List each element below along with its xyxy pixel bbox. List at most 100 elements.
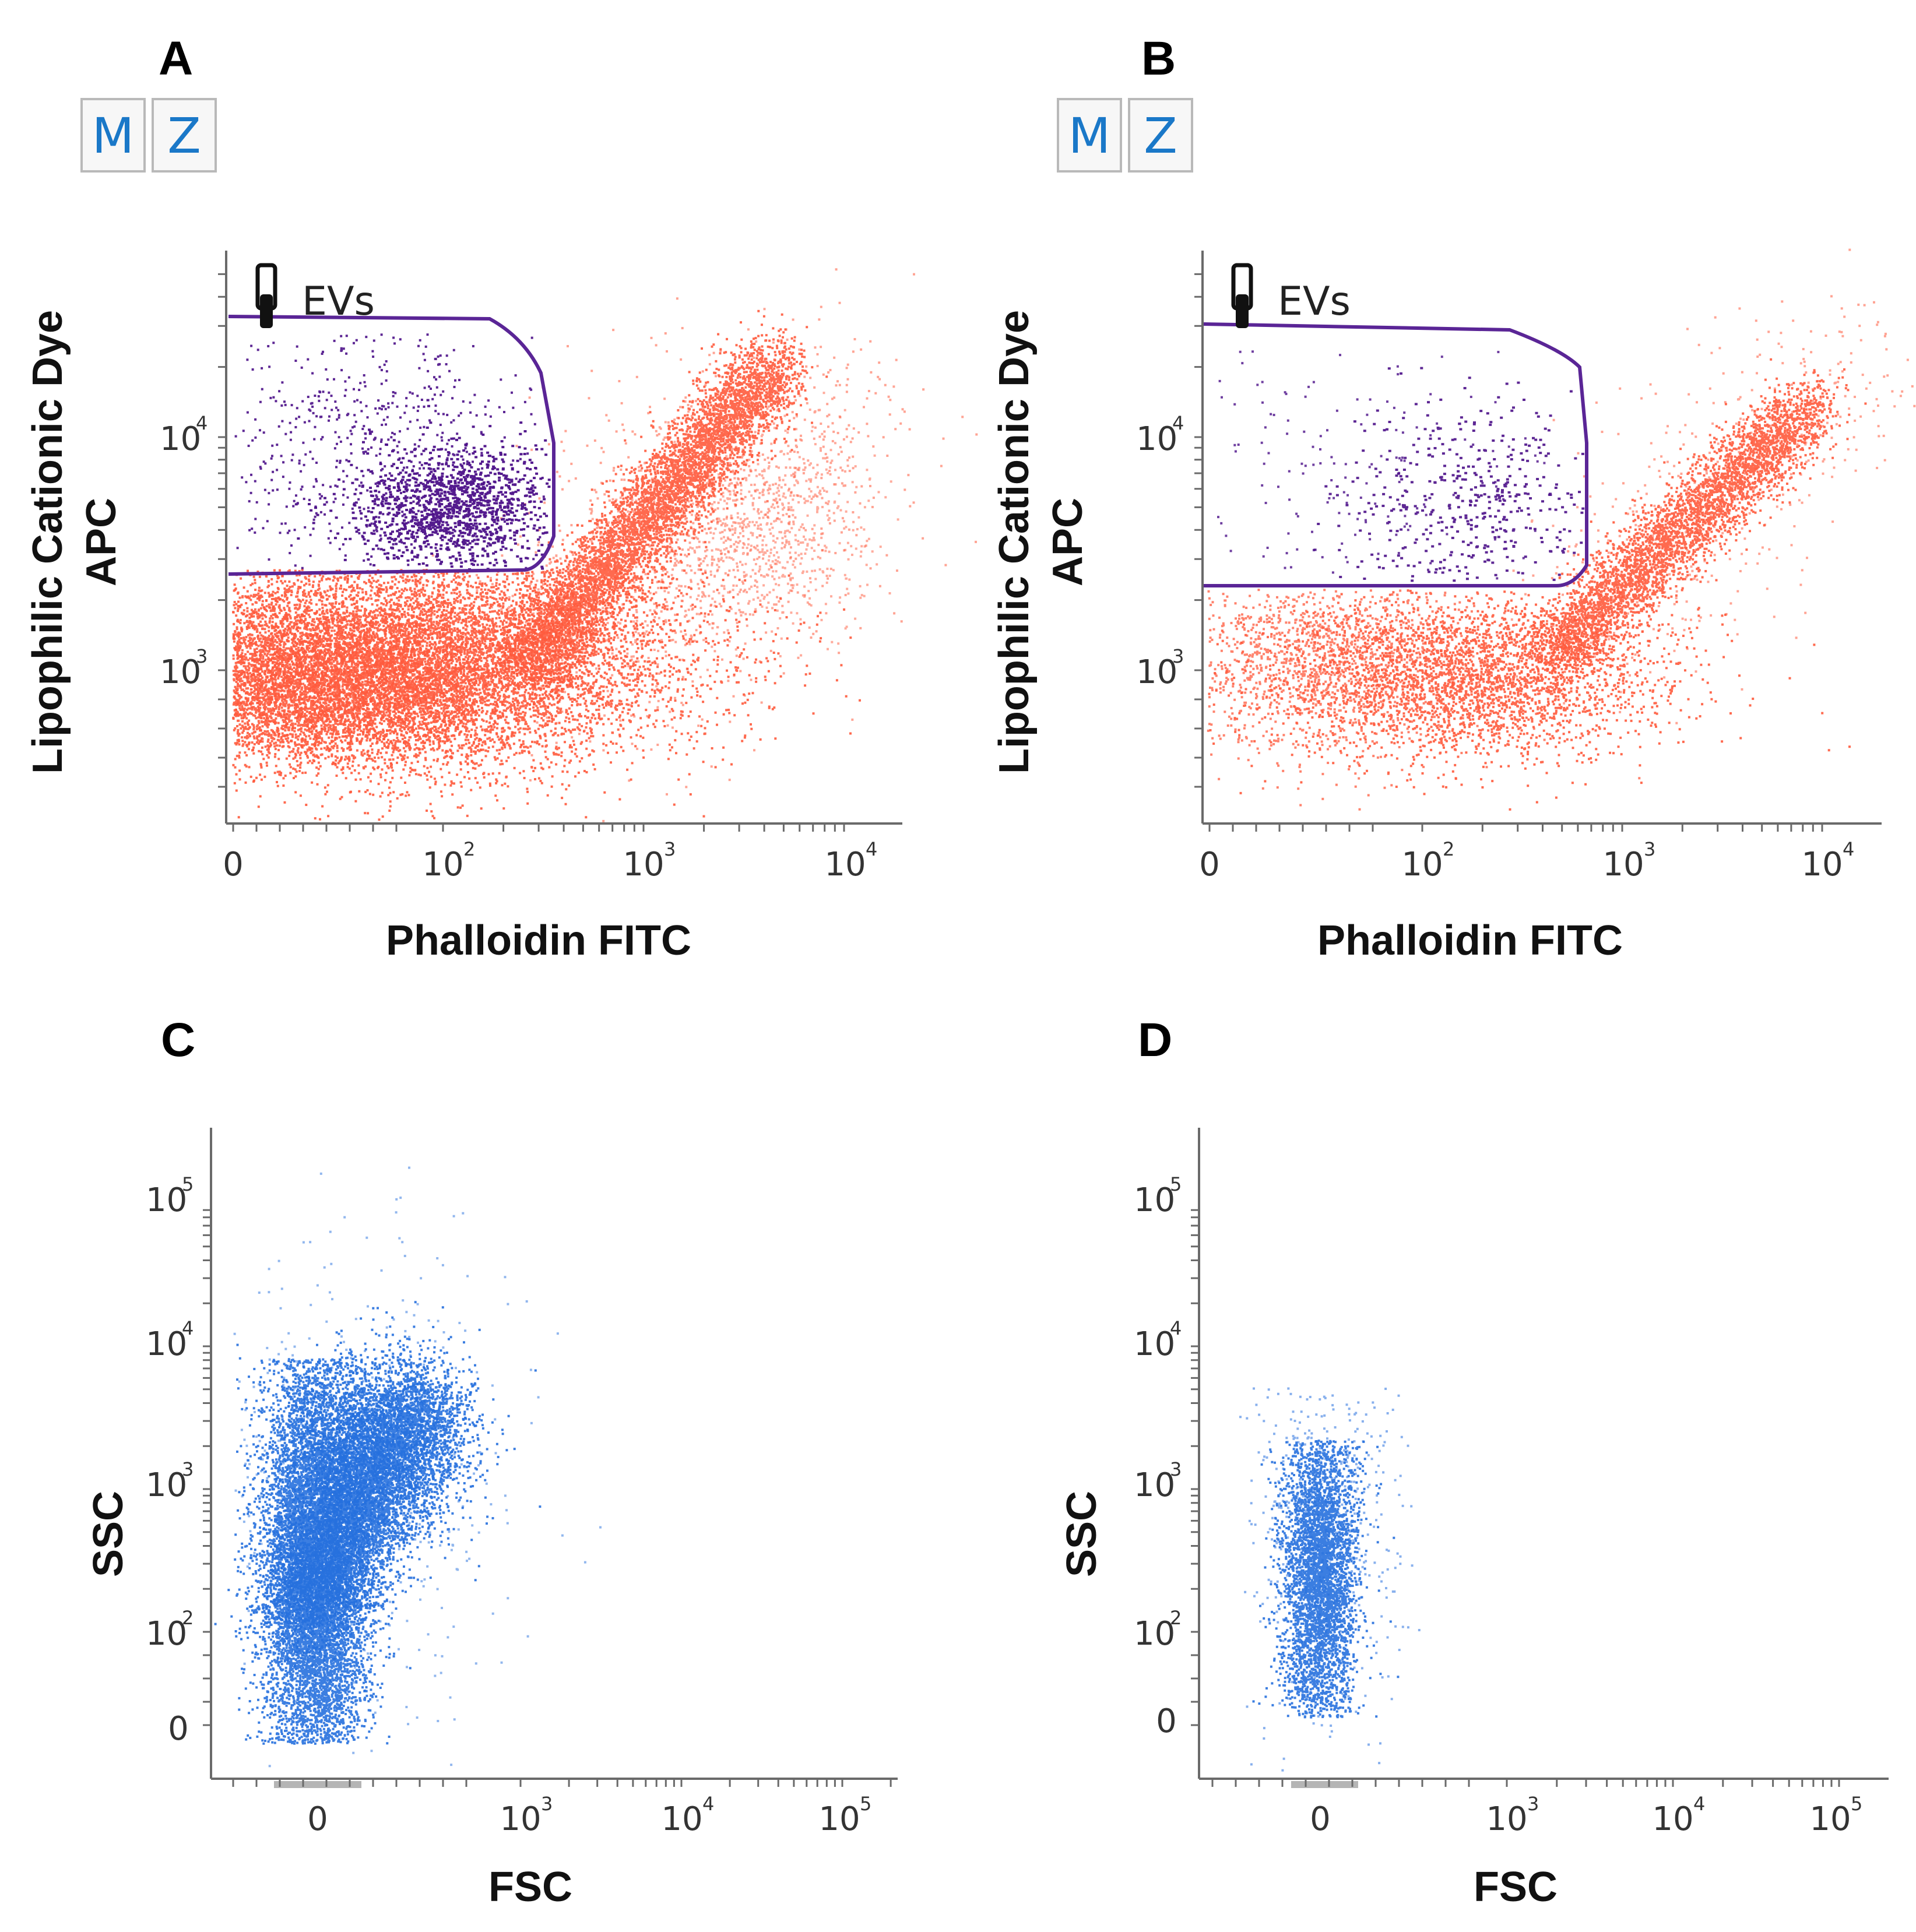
svg-text:3: 3 [541, 1793, 553, 1815]
x-axis-label-a: Phalloidin FITC [386, 917, 691, 964]
svg-text:4: 4 [702, 1793, 714, 1815]
scatter-points-d [1239, 1387, 1421, 1772]
svg-text:10: 10 [623, 846, 664, 884]
svg-text:2: 2 [1443, 838, 1454, 860]
x-minor-ticks [232, 1779, 892, 1787]
y-axis-b: 10 3 10 4 [1136, 251, 1204, 824]
y-axis-label-line2-b: APC [1045, 498, 1091, 586]
svg-text:10: 10 [1486, 1800, 1527, 1838]
y-tick-label: 10 3 [146, 1458, 194, 1504]
svg-text:10: 10 [661, 1800, 702, 1838]
svg-text:5: 5 [1851, 1793, 1862, 1815]
svg-text:4: 4 [1693, 1793, 1705, 1815]
svg-text:2: 2 [463, 838, 475, 860]
svg-text:10: 10 [146, 1615, 187, 1653]
scatter-points [1208, 589, 1851, 811]
panel-a: A M Z EVs 10 3 10 4 [24, 32, 978, 964]
svg-text:2: 2 [1170, 1607, 1182, 1629]
scatter-points [232, 575, 679, 821]
zoom-button-label: Z [167, 107, 201, 164]
x-tick-label: 0 [1199, 846, 1220, 884]
x-tick-label: 10 3 [623, 838, 676, 884]
zoom-button-b[interactable]: Z [1128, 98, 1193, 173]
scatter-points [1207, 589, 1641, 811]
y-tick-label: 0 [1156, 1702, 1177, 1740]
zoom-button-a[interactable]: Z [152, 98, 217, 173]
gate-outline-b[interactable] [1203, 322, 1588, 587]
scatter-points [1510, 358, 1867, 698]
y-axis-d: 0 10 2 10 3 10 4 10 5 [1134, 1128, 1200, 1779]
scatter-points [403, 268, 978, 822]
panel-b: B M Z EVs 10 3 10 4 [991, 32, 1916, 964]
x-tick-label: 0 [307, 1800, 328, 1838]
x-axis-a: 0 10 2 10 3 10 4 [223, 822, 902, 884]
magnify-button-label: M [92, 107, 134, 164]
scatter-points [214, 1325, 504, 1704]
magnify-button-a[interactable]: M [80, 98, 146, 173]
y-tick-label: 10 3 [1134, 1458, 1182, 1504]
svg-text:10: 10 [160, 420, 201, 458]
svg-text:10: 10 [1602, 846, 1644, 884]
y-tick-label: 10 5 [1134, 1173, 1182, 1219]
x-tick-label: 10 4 [1801, 838, 1854, 884]
y-axis-a: 10 3 10 4 [160, 251, 227, 824]
y-tick-label: 10 4 [160, 412, 208, 458]
x-minor-ticks [232, 824, 845, 832]
y-tick-label: 0 [168, 1710, 189, 1748]
panel-letter-c: C [161, 1013, 195, 1067]
scatter-points [1217, 350, 1551, 580]
svg-text:10: 10 [1801, 846, 1843, 884]
x-tick-label: 10 2 [422, 838, 475, 884]
svg-text:4: 4 [196, 412, 208, 434]
x-axis-label-c: FSC [488, 1864, 572, 1910]
y-tick-label: 10 4 [1134, 1317, 1182, 1363]
zoom-button-label: Z [1144, 107, 1177, 164]
x-tick-label: 10 3 [1602, 838, 1655, 884]
gate-tube-icon [1231, 263, 1253, 328]
x-minor-ticks [1208, 824, 1823, 832]
x-tick-label: 10 4 [661, 1793, 714, 1838]
svg-text:2: 2 [182, 1607, 194, 1629]
gate-outline-a[interactable] [228, 315, 556, 576]
magnify-button-label: M [1068, 107, 1110, 164]
y-tick-label: 10 2 [146, 1607, 194, 1653]
panel-c: C 0 10 2 10 3 10 4 10 5 [85, 1013, 898, 1910]
svg-text:3: 3 [196, 645, 208, 667]
svg-text:4: 4 [1172, 412, 1184, 434]
y-tick-label: 10 2 [1134, 1607, 1182, 1653]
y-tick-label: 10 3 [1136, 645, 1184, 691]
y-axis-label-line2-a: APC [78, 498, 125, 586]
svg-text:5: 5 [860, 1793, 871, 1815]
gate-label-b: EVs [1278, 279, 1351, 325]
magnify-button-b[interactable]: M [1057, 98, 1122, 173]
x-axis-d: 0 10 3 10 4 10 5 [1199, 1778, 1889, 1838]
scatter-points [1313, 367, 1585, 582]
svg-text:4: 4 [1843, 838, 1854, 860]
gate-tube-icon [255, 263, 277, 328]
svg-text:10: 10 [1134, 1325, 1175, 1363]
x-tick-label: 0 [1310, 1800, 1331, 1838]
svg-text:3: 3 [1172, 645, 1184, 667]
svg-text:10: 10 [824, 846, 866, 884]
scatter-points [1239, 1387, 1421, 1772]
svg-text:3: 3 [664, 838, 676, 860]
y-tick-label: 10 5 [146, 1173, 194, 1219]
y-axis-label-c: SSC [85, 1491, 132, 1577]
scatter-points-c [214, 1166, 602, 1768]
scatter-points [234, 333, 545, 569]
y-tick-label: 10 4 [146, 1317, 194, 1363]
svg-text:4: 4 [1170, 1317, 1182, 1339]
svg-text:10: 10 [818, 1800, 860, 1838]
y-axis-label-line1-a: Lipophilic Cationic Dye [24, 310, 71, 774]
y-tick-label: 10 3 [160, 645, 208, 691]
y-minor-ticks [203, 1209, 211, 1726]
svg-text:10: 10 [1136, 653, 1177, 691]
svg-text:4: 4 [866, 838, 877, 860]
scatter-points [1252, 1440, 1400, 1719]
panel-d: D 0 10 2 10 3 10 4 10 5 [1059, 1013, 1889, 1910]
svg-text:10: 10 [422, 846, 463, 884]
x-tick-label: 10 5 [1809, 1793, 1862, 1838]
y-tick-label: 10 4 [1136, 412, 1184, 458]
svg-text:10: 10 [500, 1800, 541, 1838]
